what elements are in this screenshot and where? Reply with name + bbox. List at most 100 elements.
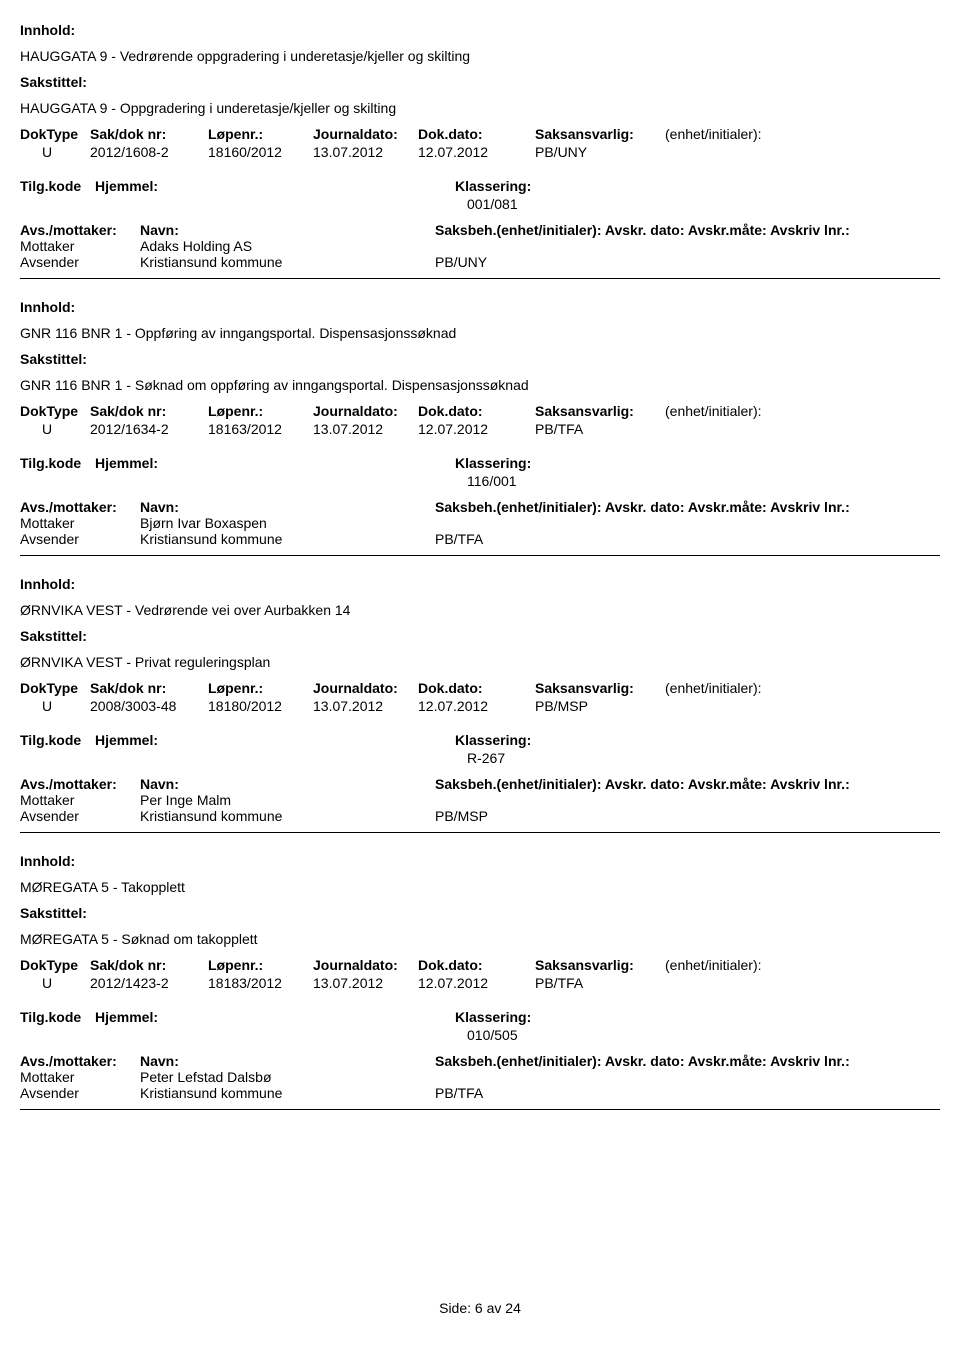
sakdoknr-value: 2008/3003-48: [90, 698, 208, 714]
avsender-handler: PB/TFA: [435, 1085, 497, 1101]
mottaker-role: Mottaker: [20, 792, 140, 808]
dokdato-value: 12.07.2012: [418, 144, 535, 160]
enhet-initialer-label: (enhet/initialer):: [665, 680, 940, 696]
doktype-value: U: [20, 975, 90, 991]
saksansvarlig-label: Saksansvarlig:: [535, 126, 665, 142]
sakstittel-text: HAUGGATA 9 - Oppgradering i underetasje/…: [20, 100, 940, 116]
journaldato-label: Journaldato:: [313, 680, 418, 696]
journal-record: Innhold: HAUGGATA 9 - Vedrørende oppgrad…: [20, 22, 940, 279]
hjemmel-label: Hjemmel:: [95, 178, 455, 194]
saksbeh-labels: Saksbeh.(enhet/initialer): Avskr. dato: …: [435, 499, 940, 515]
footer-page: 6: [475, 1300, 483, 1316]
doktype-value: U: [20, 421, 90, 437]
lopenr-value: 18180/2012: [208, 698, 313, 714]
sakdoknr-value: 2012/1608-2: [90, 144, 208, 160]
navn-label: Navn:: [140, 776, 435, 792]
klassering-label: Klassering:: [455, 178, 545, 194]
saksbeh-labels: Saksbeh.(enhet/initialer): Avskr. dato: …: [435, 222, 940, 238]
tilgkode-label: Tilg.kode: [20, 455, 95, 471]
sakstittel-text: MØREGATA 5 - Søknad om takopplett: [20, 931, 940, 947]
avsender-handler: PB/UNY: [435, 254, 501, 270]
klassering-label: Klassering:: [455, 455, 545, 471]
mottaker-navn: Adaks Holding AS: [140, 238, 435, 254]
sakstittel-text: GNR 116 BNR 1 - Søknad om oppføring av i…: [20, 377, 940, 393]
mottaker-navn: Peter Lefstad Dalsbø: [140, 1069, 435, 1085]
innhold-text: MØREGATA 5 - Takopplett: [20, 879, 940, 895]
dokdato-value: 12.07.2012: [418, 975, 535, 991]
saksansvarlig-value: PB/TFA: [535, 975, 665, 991]
innhold-text: HAUGGATA 9 - Vedrørende oppgradering i u…: [20, 48, 940, 64]
mottaker-role: Mottaker: [20, 1069, 140, 1085]
journal-record: Innhold: ØRNVIKA VEST - Vedrørende vei o…: [20, 576, 940, 833]
sakstittel-label: Sakstittel:: [20, 351, 940, 367]
lopenr-value: 18163/2012: [208, 421, 313, 437]
saksansvarlig-value: PB/UNY: [535, 144, 665, 160]
klassering-value: 001/081: [467, 196, 940, 212]
dokdato-label: Dok.dato:: [418, 126, 535, 142]
journal-record: Innhold: GNR 116 BNR 1 - Oppføring av in…: [20, 299, 940, 556]
sakstittel-label: Sakstittel:: [20, 628, 940, 644]
hjemmel-label: Hjemmel:: [95, 455, 455, 471]
dokdato-label: Dok.dato:: [418, 957, 535, 973]
avsender-role: Avsender: [20, 1085, 140, 1101]
sakdoknr-label: Sak/dok nr:: [90, 126, 208, 142]
doktype-label: DokType: [20, 680, 90, 696]
innhold-label: Innhold:: [20, 22, 940, 38]
hjemmel-label: Hjemmel:: [95, 1009, 455, 1025]
journal-record: Innhold: MØREGATA 5 - Takopplett Sakstit…: [20, 853, 940, 1110]
klassering-value: R-267: [467, 750, 940, 766]
innhold-text: GNR 116 BNR 1 - Oppføring av inngangspor…: [20, 325, 940, 341]
avsender-handler: PB/TFA: [435, 531, 497, 547]
footer-av-label: av: [487, 1300, 502, 1316]
doktype-label: DokType: [20, 403, 90, 419]
navn-label: Navn:: [140, 222, 435, 238]
innhold-label: Innhold:: [20, 299, 940, 315]
dokdato-label: Dok.dato:: [418, 680, 535, 696]
saksansvarlig-value: PB/MSP: [535, 698, 665, 714]
klassering-label: Klassering:: [455, 732, 545, 748]
avsender-navn: Kristiansund kommune: [140, 254, 435, 270]
mottaker-navn: Bjørn Ivar Boxaspen: [140, 515, 435, 531]
dokdato-label: Dok.dato:: [418, 403, 535, 419]
sakstittel-label: Sakstittel:: [20, 905, 940, 921]
journaldato-label: Journaldato:: [313, 403, 418, 419]
saksansvarlig-label: Saksansvarlig:: [535, 957, 665, 973]
sakdoknr-label: Sak/dok nr:: [90, 680, 208, 696]
avsender-role: Avsender: [20, 254, 140, 270]
footer-side-label: Side:: [439, 1300, 471, 1316]
lopenr-label: Løpenr.:: [208, 403, 313, 419]
sakdoknr-label: Sak/dok nr:: [90, 403, 208, 419]
saksansvarlig-label: Saksansvarlig:: [535, 403, 665, 419]
avsender-navn: Kristiansund kommune: [140, 531, 435, 547]
tilgkode-label: Tilg.kode: [20, 732, 95, 748]
footer-total: 24: [505, 1300, 521, 1316]
avsender-handler: PB/MSP: [435, 808, 502, 824]
avsender-navn: Kristiansund kommune: [140, 808, 435, 824]
saksansvarlig-value: PB/TFA: [535, 421, 665, 437]
sakstittel-text: ØRNVIKA VEST - Privat reguleringsplan: [20, 654, 940, 670]
doktype-value: U: [20, 144, 90, 160]
doktype-label: DokType: [20, 957, 90, 973]
avsender-navn: Kristiansund kommune: [140, 1085, 435, 1101]
doktype-label: DokType: [20, 126, 90, 142]
avsender-role: Avsender: [20, 808, 140, 824]
lopenr-label: Løpenr.:: [208, 680, 313, 696]
sakdoknr-label: Sak/dok nr:: [90, 957, 208, 973]
saksbeh-labels: Saksbeh.(enhet/initialer): Avskr. dato: …: [435, 1053, 940, 1069]
avsmottaker-label: Avs./mottaker:: [20, 1053, 140, 1069]
lopenr-value: 18160/2012: [208, 144, 313, 160]
navn-label: Navn:: [140, 499, 435, 515]
mottaker-navn: Per Inge Malm: [140, 792, 435, 808]
journaldato-label: Journaldato:: [313, 957, 418, 973]
sakstittel-label: Sakstittel:: [20, 74, 940, 90]
avsmottaker-label: Avs./mottaker:: [20, 776, 140, 792]
saksbeh-labels: Saksbeh.(enhet/initialer): Avskr. dato: …: [435, 776, 940, 792]
innhold-label: Innhold:: [20, 853, 940, 869]
klassering-value: 010/505: [467, 1027, 940, 1043]
journaldato-value: 13.07.2012: [313, 421, 418, 437]
lopenr-label: Løpenr.:: [208, 957, 313, 973]
enhet-initialer-label: (enhet/initialer):: [665, 126, 940, 142]
mottaker-role: Mottaker: [20, 238, 140, 254]
hjemmel-label: Hjemmel:: [95, 732, 455, 748]
journaldato-value: 13.07.2012: [313, 975, 418, 991]
